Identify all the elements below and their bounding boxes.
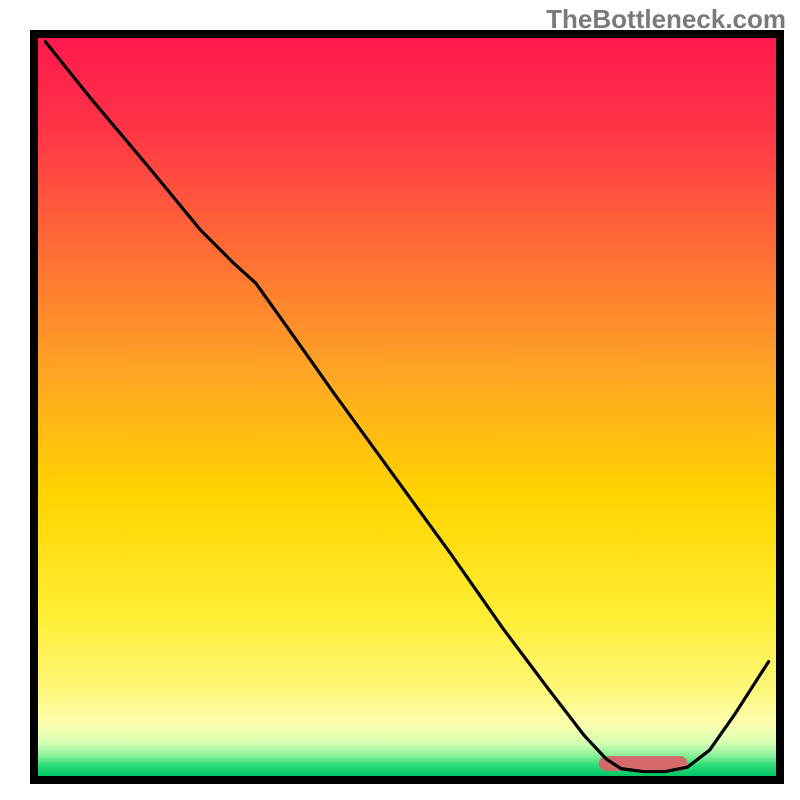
plot-svg <box>38 38 776 776</box>
plot-area <box>38 38 776 776</box>
heat-background <box>38 38 776 776</box>
